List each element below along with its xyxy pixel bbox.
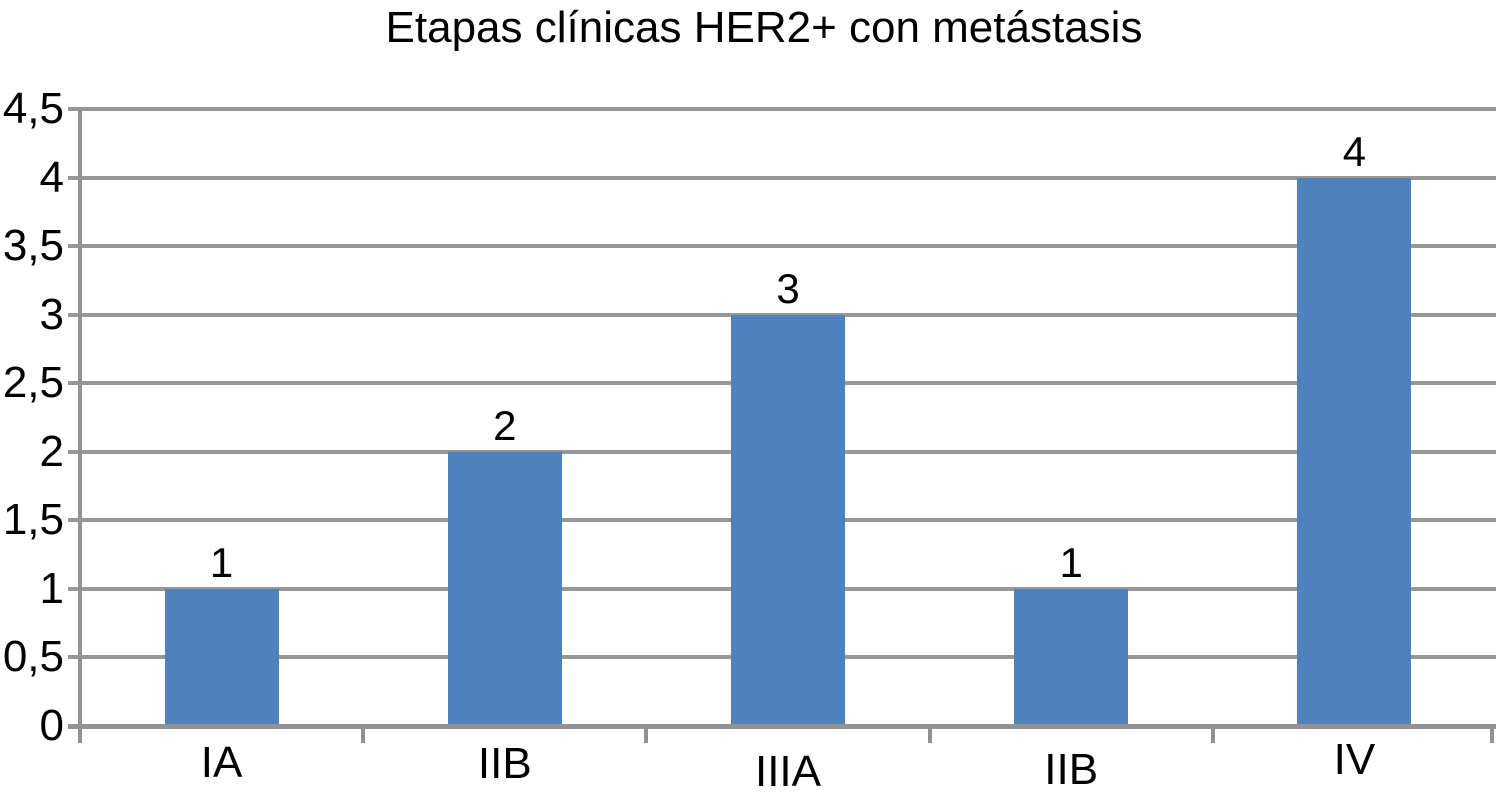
x-axis-tick: [644, 726, 649, 743]
bar-value-label: 4: [1342, 127, 1367, 175]
y-tick-label: 0,5: [2, 632, 64, 682]
x-axis-tick: [1210, 726, 1215, 743]
x-axis-line: [68, 724, 1496, 729]
y-tick-label: 4,5: [2, 84, 64, 133]
x-axis-tick: [1490, 726, 1494, 743]
bar: [164, 588, 279, 726]
gridline: [68, 107, 1496, 111]
bar: [1297, 177, 1412, 726]
bar-value-label: 1: [1059, 538, 1083, 586]
bar-value-label: 2: [493, 401, 517, 449]
y-tick-label: 0: [39, 701, 64, 750]
chart-title: Etapas clínicas HER2+ con metástasis: [385, 3, 1143, 52]
y-tick-label: 3: [39, 289, 64, 339]
bar: [731, 314, 845, 726]
y-tick-label: 2,5: [2, 358, 64, 408]
x-axis-tick: [927, 726, 932, 743]
x-category-label: IIB: [1044, 745, 1099, 794]
y-tick-label: 2: [39, 426, 64, 476]
y-tick-label: 4: [39, 152, 64, 202]
x-category-label: IIIA: [754, 747, 822, 796]
bar: [1014, 588, 1129, 726]
x-category-label: IA: [200, 738, 243, 787]
y-tick-label: 1,5: [2, 495, 64, 545]
bar-value-label: 3: [776, 264, 800, 312]
x-category-label: IV: [1333, 735, 1376, 784]
bar: [447, 451, 562, 726]
y-axis-line: [78, 109, 82, 743]
y-tick-label: 3,5: [2, 221, 64, 271]
gridline: [68, 175, 1496, 180]
gridline: [68, 244, 1496, 249]
bar-value-label: 1: [209, 538, 234, 586]
x-category-label: IIB: [477, 739, 532, 788]
x-axis-tick: [361, 726, 366, 743]
y-tick-label: 1: [39, 563, 64, 613]
